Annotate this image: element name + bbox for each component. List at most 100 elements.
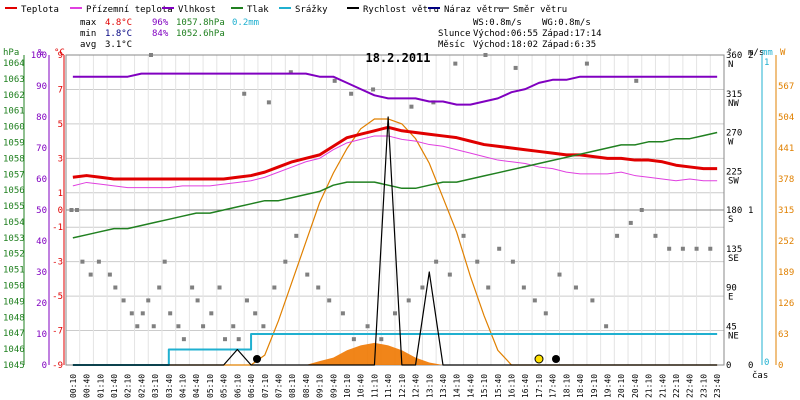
x-tick-label: 14:10 [453, 374, 462, 398]
axes: 975310-1-3-5-7-9100908070605040302010010… [3, 51, 794, 371]
legend-label: Tlak [247, 5, 269, 15]
wind-direction-point [584, 61, 589, 66]
wind-direction-point [628, 220, 633, 225]
wind-direction-point [453, 61, 458, 66]
pressure-tick-label: 1063 [3, 75, 25, 85]
pressure-tick-label: 1062 [3, 91, 25, 101]
x-tick-label: 06:10 [233, 374, 242, 398]
x-tick-label: 00:10 [69, 374, 78, 398]
wind-direction-point [409, 104, 414, 109]
humidity-tick-label: 10 [36, 330, 47, 340]
x-tick-label: 10:40 [357, 374, 366, 398]
wind-direction-point [653, 233, 658, 238]
ms-axis-unit: m/s [748, 48, 764, 58]
temp-tick-label: -7 [52, 327, 63, 337]
stat-max-label: max [80, 18, 97, 28]
stat-min-hum: 84% [152, 29, 169, 39]
wind-direction-point [532, 298, 537, 303]
x-tick-label: 01:40 [110, 374, 119, 398]
direction-tick-label: 270 [726, 129, 742, 139]
moonset-icon [253, 355, 261, 363]
solar-tick-label: 315 [778, 206, 794, 216]
wind-direction-point [236, 337, 241, 342]
solar-tick-label: 504 [778, 113, 794, 123]
x-tick-label: 07:40 [274, 374, 283, 398]
sun-set: Západ:17:14 [542, 29, 602, 39]
pressure-tick-label: 1050 [3, 282, 25, 292]
legend-label: Náraz větru [444, 5, 504, 15]
wind-direction-point [590, 298, 595, 303]
humidity-tick-label: 30 [36, 268, 47, 278]
series-line [72, 125, 718, 181]
direction-compass-label: W [728, 138, 734, 148]
chart-date-title: 18.2.2011 [365, 51, 430, 65]
wind-tick-label: 0 [748, 361, 753, 371]
x-tick-label: 18:40 [576, 374, 585, 398]
wind-direction-point [121, 298, 126, 303]
pressure-tick-label: 1064 [3, 59, 25, 69]
wind-speed-stat: WS:0.8m/s [473, 18, 522, 28]
solar-tick-label: 252 [778, 237, 794, 247]
x-tick-label: 10:10 [343, 374, 352, 398]
hpa-axis-unit: hPa [3, 48, 19, 58]
wind-direction-point [168, 311, 173, 316]
pressure-tick-label: 1053 [3, 234, 25, 244]
wind-direction-point [543, 311, 548, 316]
x-tick-label: 22:10 [672, 374, 681, 398]
x-tick-label: 12:10 [398, 374, 407, 398]
humidity-tick-label: 80 [36, 113, 47, 123]
stat-min-press: 1052.6hPa [176, 29, 225, 39]
wind-direction-point [379, 337, 384, 342]
wind-direction-point [365, 324, 370, 329]
x-axis-labels: 00:10 00:40 01:10 01:40 02:10 02:40 03:10 03:40… [69, 374, 722, 398]
wind-direction-point [483, 53, 488, 57]
x-tick-label: 11:40 [384, 374, 393, 398]
wind-direction-point [201, 324, 206, 329]
x-tick-label: 18:10 [562, 374, 571, 398]
humidity-tick-label: 50 [36, 206, 47, 216]
wind-direction-point [615, 233, 620, 238]
x-tick-label: 03:10 [151, 374, 160, 398]
wind-direction-point [327, 298, 332, 303]
solar-radiation-area [72, 342, 718, 365]
stat-max-press: 1057.8hPa [176, 18, 225, 28]
degc-axis-unit: °C [54, 48, 65, 58]
direction-compass-label: SW [728, 176, 739, 186]
moon-label: Měsíc [438, 40, 465, 50]
humidity-tick-label: 20 [36, 299, 47, 309]
direction-tick-label: 90 [726, 284, 737, 294]
series-lines [72, 72, 718, 366]
x-tick-label: 09:40 [329, 374, 338, 398]
solar-tick-label: 378 [778, 175, 794, 185]
series-line [72, 116, 718, 366]
wind-direction-point [557, 272, 562, 277]
wind-direction-point [349, 91, 354, 96]
x-tick-label: 20:10 [617, 374, 626, 398]
x-tick-label: 20:40 [631, 374, 640, 398]
pct-axis-unit: % [38, 48, 44, 58]
mm-axis-unit: mm [762, 48, 773, 58]
wind-direction-point [351, 337, 356, 342]
wind-direction-point [217, 285, 222, 290]
pressure-tick-label: 1056 [3, 186, 25, 196]
wind-direction-point [294, 233, 299, 238]
direction-compass-label: N [728, 60, 733, 70]
humidity-tick-label: 70 [36, 144, 47, 154]
x-tick-label: 15:10 [480, 374, 489, 398]
solar-tick-label: 189 [778, 268, 794, 278]
wind-direction-point [521, 285, 526, 290]
pressure-tick-label: 1048 [3, 313, 25, 323]
x-tick-label: 19:40 [603, 374, 612, 398]
wind-direction-point [181, 337, 186, 342]
wind-direction-point [461, 233, 466, 238]
direction-tick-label: 225 [726, 167, 742, 177]
x-tick-label: 09:10 [316, 374, 325, 398]
wind-direction-point [305, 272, 310, 277]
pressure-tick-label: 1060 [3, 123, 25, 133]
x-tick-label: 17:40 [549, 374, 558, 398]
wind-direction-point [332, 78, 337, 83]
humidity-tick-label: 90 [36, 82, 47, 92]
wind-tick-label: 2 [748, 51, 753, 61]
pressure-tick-label: 1045 [3, 361, 25, 371]
